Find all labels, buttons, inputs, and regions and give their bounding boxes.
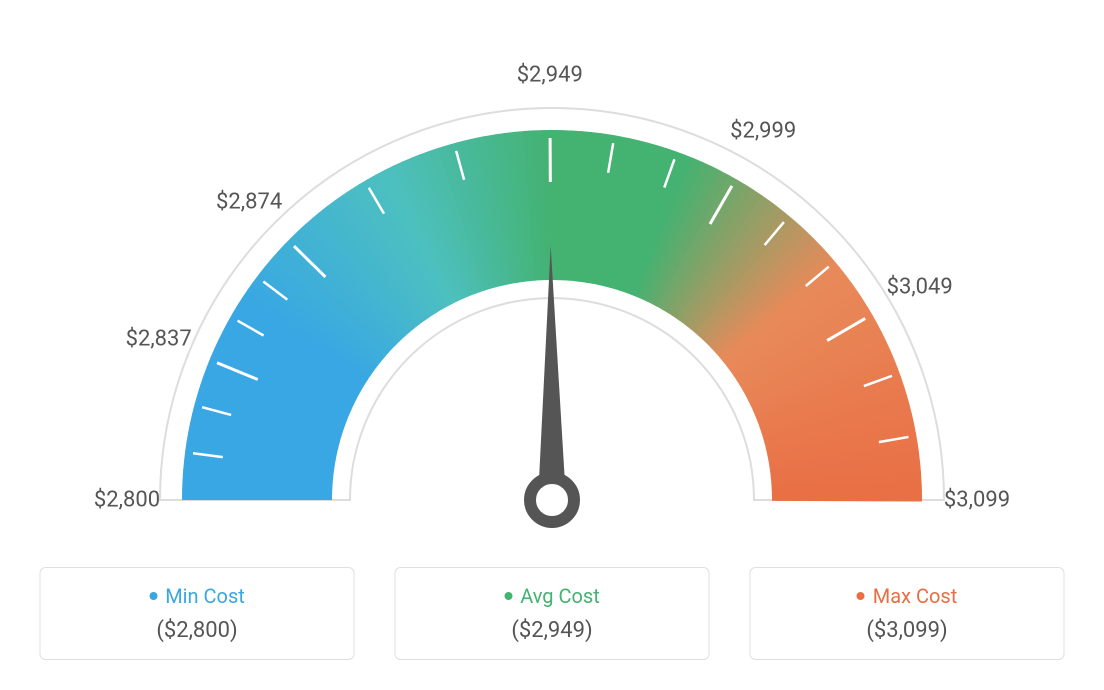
- stat-value-max: ($3,099): [775, 618, 1040, 643]
- stat-title-label: Avg Cost: [520, 584, 600, 608]
- dot-icon: [857, 592, 865, 600]
- stat-box-max: Max Cost ($3,099): [750, 567, 1065, 660]
- dot-icon: [149, 592, 157, 600]
- stat-title-min: Min Cost: [149, 584, 245, 608]
- stat-box-min: Min Cost ($2,800): [40, 567, 355, 660]
- gauge-tick-label: $2,874: [216, 189, 282, 214]
- stat-title-label: Min Cost: [165, 584, 245, 608]
- stat-title-max: Max Cost: [857, 584, 958, 608]
- dot-icon: [504, 592, 512, 600]
- gauge-tick-label: $2,800: [94, 488, 160, 513]
- stat-title-label: Max Cost: [873, 584, 958, 608]
- stat-value-avg: ($2,949): [420, 618, 685, 643]
- gauge-svg: [102, 10, 1002, 530]
- gauge-tick-label: $2,949: [517, 63, 583, 88]
- gauge-chart: $2,800$2,837$2,874$2,949$2,999$3,049$3,0…: [102, 10, 1002, 510]
- stat-title-avg: Avg Cost: [504, 584, 600, 608]
- gauge-tick-label: $2,999: [730, 119, 796, 144]
- stat-value-min: ($2,800): [65, 618, 330, 643]
- stats-row: Min Cost ($2,800) Avg Cost ($2,949) Max …: [40, 567, 1065, 660]
- gauge-tick-label: $3,049: [887, 274, 953, 299]
- gauge-tick-label: $3,099: [944, 488, 1010, 513]
- stat-box-avg: Avg Cost ($2,949): [395, 567, 710, 660]
- gauge-tick-label: $2,837: [126, 326, 192, 351]
